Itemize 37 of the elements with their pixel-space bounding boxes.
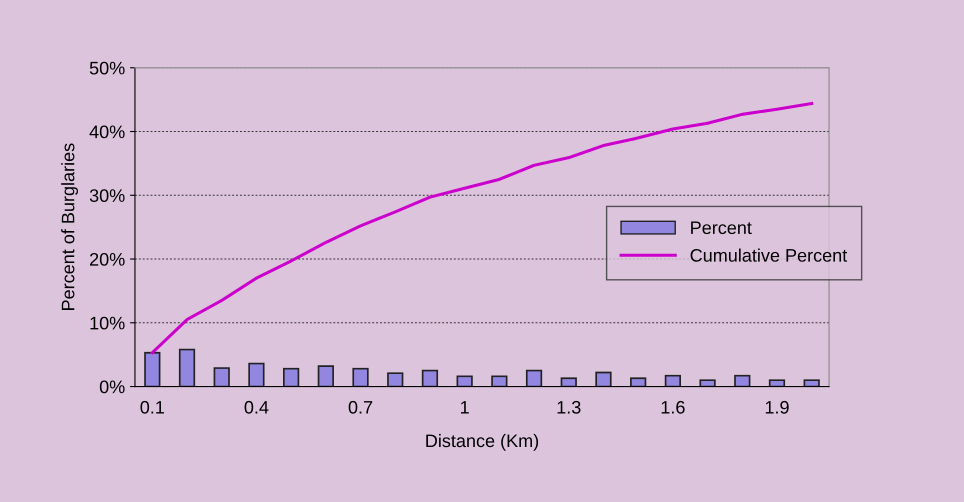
x-tick-label: 1.6	[662, 400, 685, 414]
y-tick-label: 40%	[90, 125, 125, 138]
bar	[248, 362, 265, 387]
bar	[144, 352, 160, 387]
bar	[526, 370, 542, 387]
bar	[560, 377, 577, 387]
bar	[630, 377, 646, 387]
bar	[283, 368, 300, 387]
bar	[178, 348, 196, 387]
bar	[456, 376, 473, 387]
legend-label: Cumulative Percent	[690, 248, 848, 262]
bar	[664, 374, 681, 387]
y-tick-label: 50%	[90, 62, 125, 74]
y-tick-label: 10%	[90, 316, 125, 330]
legend-label: Percent	[691, 222, 752, 234]
x-tick-label: 0.4	[244, 400, 268, 414]
bar	[387, 372, 404, 387]
y-tick-label: 0%	[100, 380, 125, 394]
bar	[422, 370, 438, 387]
bar	[595, 372, 612, 387]
bar	[318, 365, 334, 387]
x-tick-label: 0.1	[140, 400, 164, 414]
x-tick-label: 1.3	[558, 400, 581, 414]
x-tick-label: 1	[461, 401, 469, 414]
y-axis-title: Percent of Burglaries	[61, 144, 78, 310]
bar	[768, 379, 786, 387]
bar	[491, 376, 508, 387]
bar	[804, 379, 820, 387]
y-tick-label: 20%	[90, 252, 125, 266]
bar	[699, 379, 716, 387]
bar	[734, 374, 750, 387]
x-axis-title: Distance (Km)	[426, 434, 538, 451]
x-tick-label: 0.7	[348, 400, 372, 414]
y-tick-label: 30%	[90, 189, 125, 202]
bar	[214, 367, 230, 387]
bar	[352, 368, 369, 387]
x-tick-label: 1.9	[766, 400, 789, 414]
